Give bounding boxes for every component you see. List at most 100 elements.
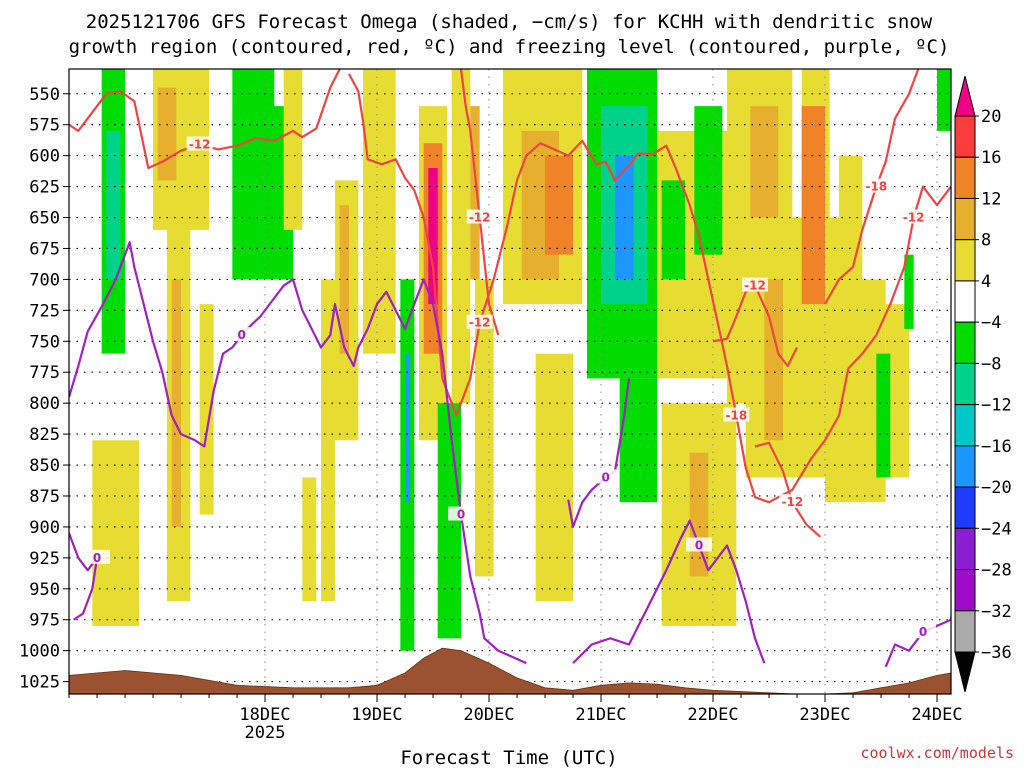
freezing-contour bbox=[69, 241, 397, 448]
y-tick-label: 750 bbox=[29, 332, 60, 352]
x-tick-label: 21DEC bbox=[575, 705, 626, 725]
colorbar-label: −28 bbox=[981, 561, 1012, 581]
omega-cell bbox=[321, 279, 335, 602]
dgz-contour-label: -12 bbox=[781, 495, 803, 509]
dgz-contour-label-bg bbox=[742, 277, 768, 292]
colorbar-swatch bbox=[954, 527, 976, 571]
dgz-contour bbox=[459, 69, 500, 336]
dgz-contour-label-bg bbox=[466, 314, 493, 329]
colorbar-label: −32 bbox=[981, 602, 1012, 622]
dgz-contour-label-bg bbox=[900, 209, 927, 224]
freezing-contour-label: 0 bbox=[457, 508, 465, 522]
freezing-contour-label-bg bbox=[592, 469, 619, 484]
contour-label-layer: -12 -12 -12 -18 -18 -12 -12 -12 0 0 0 0 0 0 bbox=[84, 136, 936, 639]
freezing-contour-label: 0 bbox=[695, 538, 703, 552]
dgz-contour-label: -12 bbox=[469, 316, 491, 330]
colorbar-bottom-arrow bbox=[954, 651, 976, 693]
freezing-contour-layer bbox=[69, 241, 951, 668]
y-axis: 550 575 600 625 650 675 700 725 750 775 800 825 850 8… bbox=[19, 85, 69, 693]
y-tick-label: 625 bbox=[29, 178, 60, 198]
colorbar-swatch bbox=[954, 156, 976, 199]
colorbar-swatch bbox=[954, 280, 976, 323]
colorbar-label: −4 bbox=[981, 313, 1001, 333]
omega-cell bbox=[302, 477, 317, 602]
colorbar-label: −12 bbox=[981, 396, 1012, 416]
omega-cell bbox=[470, 106, 480, 280]
x-tick-label: 22DEC bbox=[687, 705, 738, 725]
omega-cell bbox=[661, 180, 685, 280]
colorbar-label: −16 bbox=[981, 437, 1012, 457]
y-tick-label: 950 bbox=[29, 580, 60, 600]
omega-cell bbox=[232, 69, 275, 280]
omega-cell bbox=[535, 353, 573, 602]
freezing-contour-label: 0 bbox=[237, 328, 245, 342]
colorbar-label: 4 bbox=[981, 272, 991, 292]
x-tick-label: 23DEC bbox=[799, 705, 850, 725]
omega-cell bbox=[839, 155, 863, 379]
y-tick-label: 725 bbox=[29, 301, 60, 321]
y-tick-label: 975 bbox=[29, 611, 60, 631]
x-tick-label: 19DEC bbox=[351, 705, 402, 725]
freezing-contour-label: 0 bbox=[919, 625, 927, 639]
y-tick-label: 600 bbox=[29, 147, 60, 167]
colorbar-label: −24 bbox=[981, 519, 1012, 539]
y-tick-label: 1000 bbox=[19, 642, 60, 662]
freezing-contour-label: 0 bbox=[93, 551, 101, 565]
omega-cell bbox=[885, 304, 909, 478]
omega-cell bbox=[937, 69, 951, 131]
terrain-fill bbox=[69, 647, 951, 694]
omega-cell bbox=[801, 106, 825, 305]
y-tick-label: 675 bbox=[29, 239, 60, 259]
credit-text: coolwx.com/models bbox=[860, 744, 1014, 762]
colorbar-swatch bbox=[954, 239, 976, 282]
y-tick-label: 650 bbox=[29, 209, 60, 229]
omega-cell bbox=[363, 69, 396, 354]
x-axis-label: Forecast Time (UTC) bbox=[400, 747, 617, 768]
chart-title-line2: growth region (contoured, red, ºC) and f… bbox=[69, 36, 950, 58]
freezing-contour-label-bg bbox=[686, 537, 712, 552]
freezing-contour bbox=[567, 378, 631, 529]
freezing-contour-label-bg bbox=[910, 624, 936, 639]
dgz-contour-label: -12 bbox=[469, 211, 491, 225]
dgz-contour-label-bg bbox=[186, 136, 213, 151]
omega-cell bbox=[92, 440, 139, 626]
dgz-contour-label: -18 bbox=[865, 180, 887, 194]
omega-cell bbox=[451, 69, 471, 404]
dgz-contour bbox=[638, 144, 850, 504]
omega-cell bbox=[475, 279, 494, 577]
freezing-contour-label: 0 bbox=[601, 470, 609, 484]
y-tick-label: 850 bbox=[29, 456, 60, 476]
omega-cell bbox=[904, 254, 914, 329]
colorbar-swatch bbox=[954, 610, 976, 653]
x-tick-label: 20DEC bbox=[463, 705, 514, 725]
colorbar-label: 16 bbox=[981, 148, 1001, 168]
freezing-contour-label-bg bbox=[84, 549, 110, 564]
colorbar-swatch bbox=[954, 404, 976, 447]
y-tick-label: 575 bbox=[29, 116, 60, 136]
freezing-contour-label-bg bbox=[228, 327, 255, 342]
dgz-contour-label-bg bbox=[723, 407, 750, 422]
plot-frame bbox=[68, 68, 952, 695]
omega-cell bbox=[750, 106, 779, 218]
colorbar-top-arrow bbox=[954, 75, 976, 117]
colorbar-swatch bbox=[954, 197, 976, 241]
colorbar-swatch bbox=[954, 445, 976, 488]
y-tick-label: 825 bbox=[29, 425, 60, 445]
omega-cell bbox=[106, 130, 121, 280]
colorbar-swatch bbox=[954, 362, 976, 406]
colorbar-label: 8 bbox=[981, 231, 991, 251]
colorbar-label: 20 bbox=[981, 107, 1001, 127]
terrain-layer bbox=[69, 647, 951, 694]
omega-cell bbox=[405, 353, 410, 503]
colorbar-swatch bbox=[954, 486, 976, 529]
colorbar-label: −8 bbox=[981, 354, 1001, 374]
dgz-contour bbox=[754, 441, 822, 538]
dgz-contour bbox=[847, 185, 951, 370]
dgz-contour-label: -18 bbox=[725, 409, 747, 423]
omega-cell bbox=[199, 304, 214, 515]
colorbar-label: −36 bbox=[981, 643, 1012, 663]
y-tick-label: 800 bbox=[29, 394, 60, 414]
x-tick-label: 24DEC bbox=[911, 705, 962, 725]
